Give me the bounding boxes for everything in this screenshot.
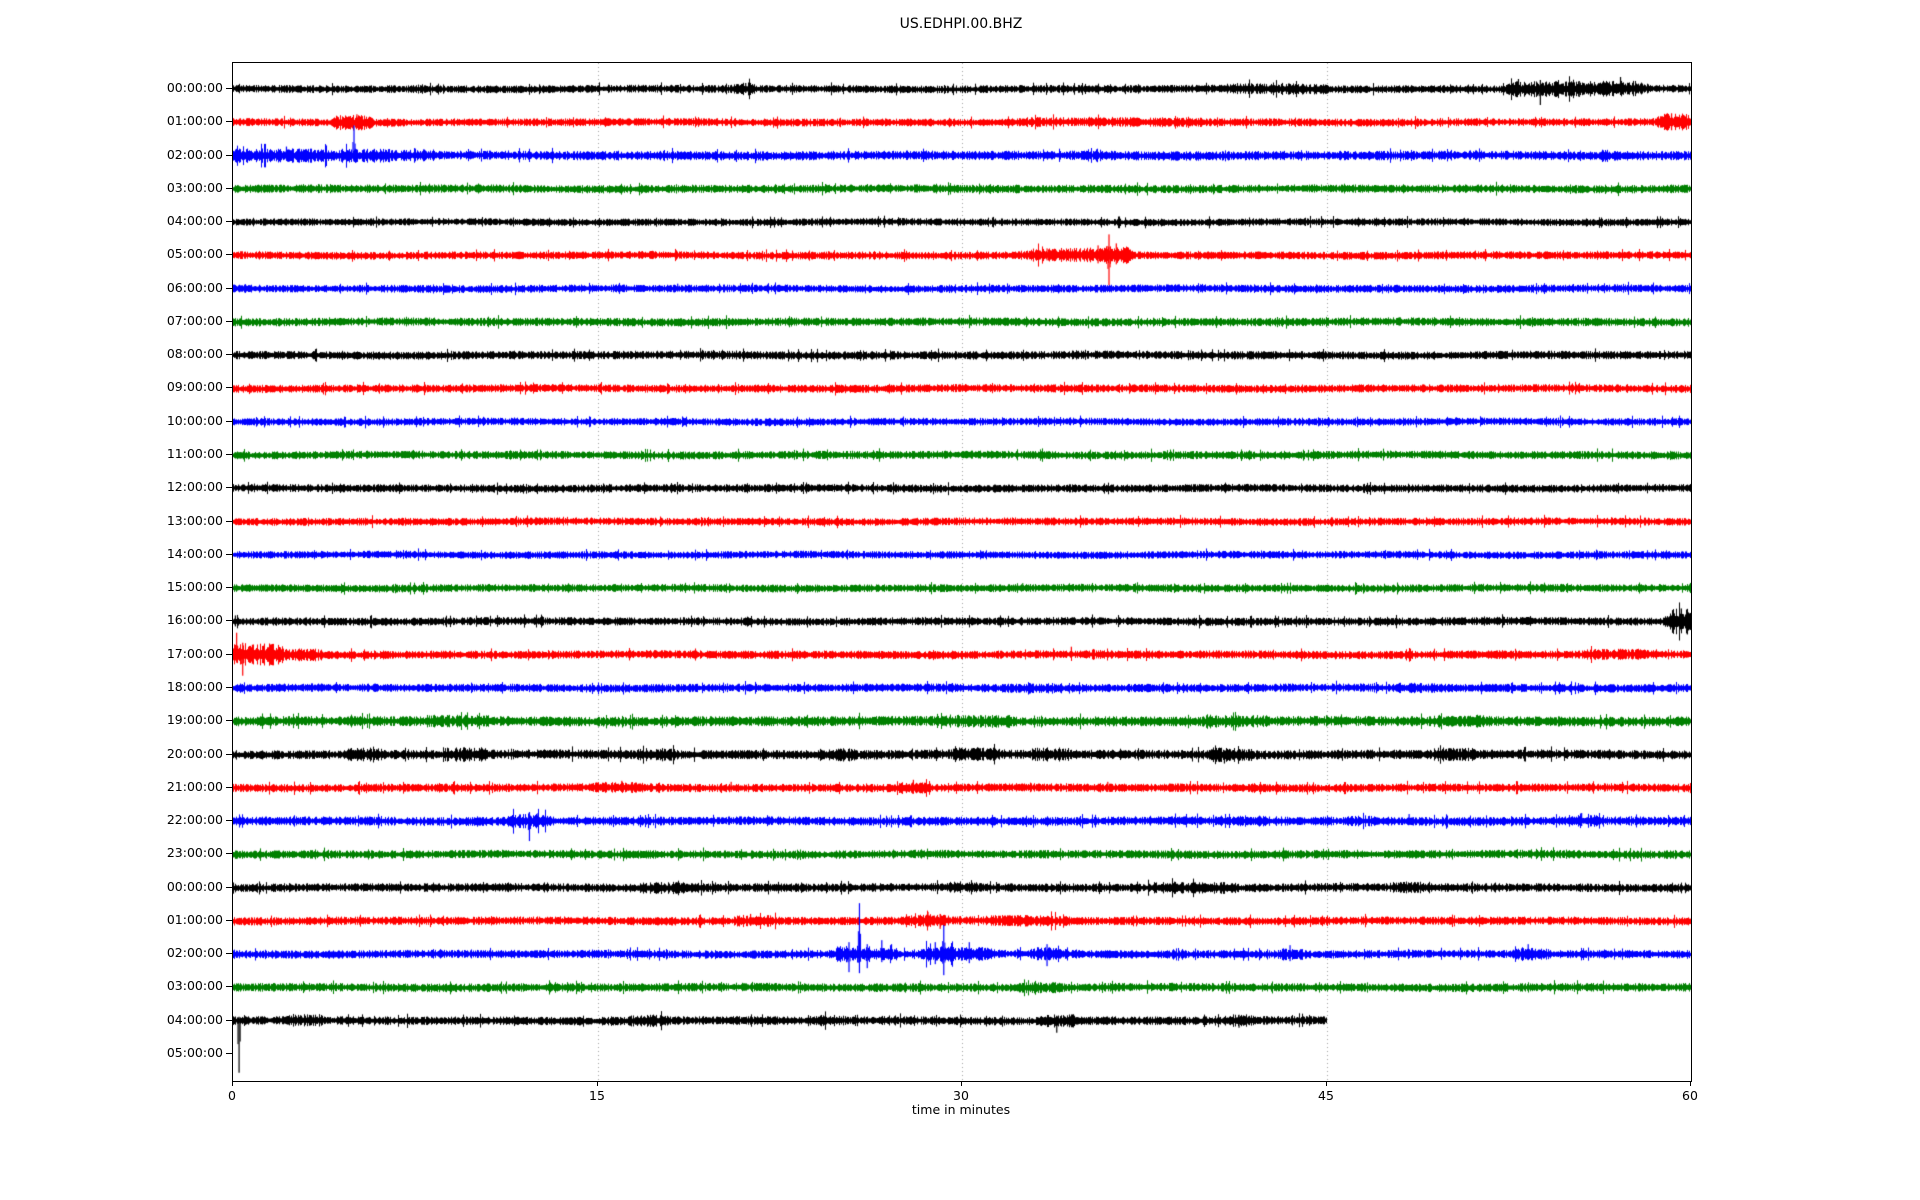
y-tick-label: 12:00:00 (166, 479, 223, 495)
y-tick-mark (226, 786, 232, 788)
x-tick-mark (1326, 1081, 1327, 1086)
y-tick-mark (226, 154, 232, 156)
y-tick-mark (226, 254, 232, 256)
y-tick-mark (226, 420, 232, 422)
x-tick-mark (597, 1081, 598, 1086)
x-axis-title: time in minutes (911, 1102, 1011, 1117)
y-tick-label: 04:00:00 (166, 213, 223, 229)
y-tick-label: 22:00:00 (166, 812, 223, 828)
y-tick-mark (226, 88, 232, 89)
y-tick-mark (226, 320, 232, 322)
y-tick-label: 01:00:00 (166, 113, 223, 129)
y-tick-mark (226, 720, 232, 722)
y-tick-label: 00:00:00 (166, 878, 223, 894)
y-tick-label: 20:00:00 (166, 745, 223, 761)
seismogram-canvas (233, 63, 1691, 1081)
y-tick-label: 14:00:00 (166, 545, 223, 561)
x-tick-mark (961, 1081, 962, 1086)
y-tick-label: 11:00:00 (166, 446, 223, 462)
y-tick-label: 17:00:00 (166, 645, 223, 661)
y-tick-mark (226, 1053, 232, 1054)
y-tick-label: 03:00:00 (166, 978, 223, 994)
y-tick-label: 07:00:00 (166, 312, 223, 328)
y-tick-mark (226, 487, 232, 489)
y-tick-mark (226, 187, 232, 189)
y-tick-label: 16:00:00 (166, 612, 223, 628)
y-tick-mark (226, 387, 232, 389)
y-tick-label: 18:00:00 (166, 678, 223, 694)
y-tick-label: 09:00:00 (166, 379, 223, 395)
y-tick-label: 21:00:00 (166, 778, 223, 794)
x-tick-label: 30 (953, 1088, 969, 1103)
y-tick-label: 03:00:00 (166, 179, 223, 195)
x-tick-mark (1690, 1081, 1691, 1086)
y-tick-label: 02:00:00 (166, 146, 223, 162)
y-tick-mark (226, 553, 232, 555)
y-tick-label: 10:00:00 (166, 412, 223, 428)
y-tick-mark (226, 853, 232, 855)
y-tick-mark (226, 287, 232, 289)
x-tick-mark (232, 1081, 233, 1086)
y-tick-label: 04:00:00 (166, 1011, 223, 1027)
y-tick-mark (226, 520, 232, 522)
y-tick-label: 19:00:00 (166, 712, 223, 728)
x-tick-label: 0 (228, 1088, 236, 1103)
y-tick-mark (226, 354, 232, 356)
y-tick-mark (226, 686, 232, 688)
y-tick-label: 06:00:00 (166, 279, 223, 295)
y-tick-mark (226, 653, 232, 655)
x-tick-label: 15 (589, 1088, 605, 1103)
x-tick-label: 45 (1318, 1088, 1334, 1103)
y-tick-mark (226, 986, 232, 988)
y-tick-mark (226, 587, 232, 589)
plot-title: US.EDHPI.00.BHZ (899, 16, 1023, 32)
y-tick-mark (226, 221, 232, 223)
y-tick-label: 05:00:00 (166, 1045, 223, 1060)
y-tick-mark (226, 1019, 232, 1021)
y-tick-mark (226, 886, 232, 888)
y-tick-mark (226, 953, 232, 955)
y-tick-label: 23:00:00 (166, 845, 223, 861)
y-tick-mark (226, 454, 232, 456)
y-tick-mark (226, 919, 232, 921)
plot-area (232, 62, 1692, 1082)
y-tick-mark (226, 820, 232, 822)
y-tick-label: 01:00:00 (166, 911, 223, 927)
y-tick-label: 13:00:00 (166, 512, 223, 528)
y-tick-mark (226, 121, 232, 123)
y-tick-label: 15:00:00 (166, 579, 223, 595)
y-tick-label: 00:00:00 (166, 80, 223, 95)
y-tick-label: 08:00:00 (166, 346, 223, 362)
y-tick-label: 02:00:00 (166, 945, 223, 961)
y-tick-mark (226, 753, 232, 755)
y-tick-mark (226, 620, 232, 622)
x-tick-label: 60 (1682, 1088, 1698, 1103)
y-tick-label: 05:00:00 (166, 246, 223, 262)
